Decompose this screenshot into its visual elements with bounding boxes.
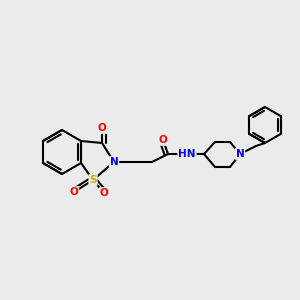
Text: O: O — [100, 188, 108, 198]
Text: S: S — [89, 175, 97, 185]
Text: O: O — [159, 135, 167, 145]
Text: N: N — [236, 149, 244, 159]
Text: O: O — [70, 187, 78, 197]
Text: O: O — [98, 123, 106, 133]
Text: N: N — [110, 157, 118, 167]
Text: HN: HN — [178, 149, 196, 159]
